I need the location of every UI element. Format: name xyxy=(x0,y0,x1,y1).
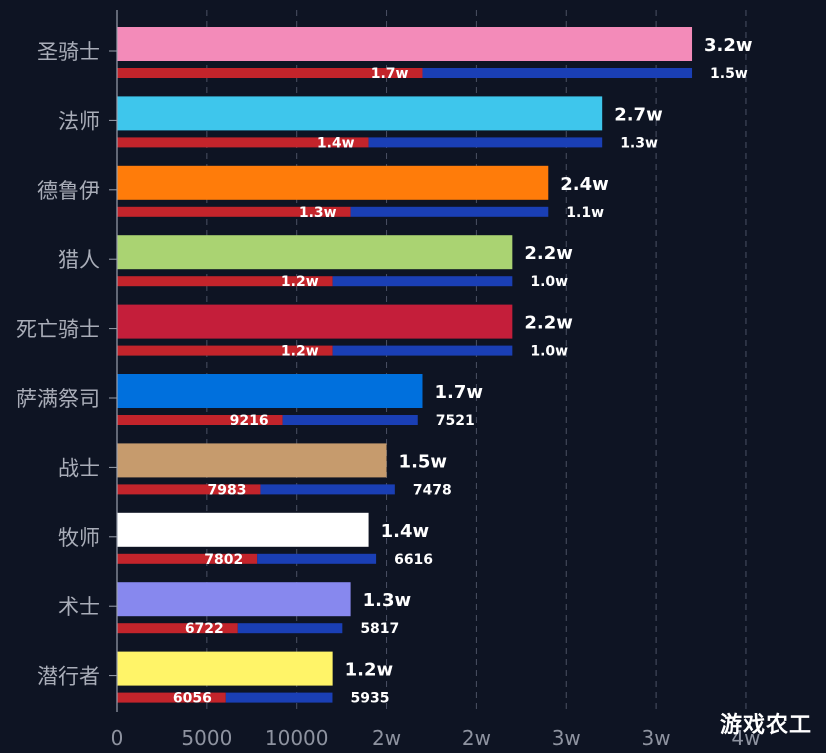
series-1-bar xyxy=(117,484,261,495)
series-1-label: 6056 xyxy=(173,691,212,707)
category-label: 死亡骑士 xyxy=(16,318,100,342)
series-2-bar xyxy=(422,68,693,78)
series-2-bar xyxy=(368,137,603,148)
series-1-bar xyxy=(117,276,333,287)
x-tick-label: 3w xyxy=(552,726,581,750)
series-1-label: 1.3w xyxy=(299,205,337,221)
x-tick-label: 2w xyxy=(372,726,401,750)
category-label: 猎人 xyxy=(58,248,100,272)
series-1-bar xyxy=(117,415,283,425)
series-1-bar xyxy=(117,345,333,356)
category-label: 德鲁伊 xyxy=(37,179,100,203)
series-1-bar xyxy=(117,623,238,634)
total-value-label: 1.5w xyxy=(399,451,448,472)
total-bar xyxy=(117,165,549,200)
series-1-label: 1.4w xyxy=(317,135,355,151)
category-label: 牧师 xyxy=(58,526,100,550)
series-2-bar xyxy=(225,692,333,703)
total-bar xyxy=(117,512,369,547)
series-1-label: 6722 xyxy=(185,621,224,637)
x-tick-label: 2w xyxy=(462,726,491,750)
total-value-label: 2.7w xyxy=(614,104,663,125)
series-2-label: 1.5w xyxy=(710,66,748,82)
series-1-label: 1.7w xyxy=(371,66,409,82)
series-1-label: 7802 xyxy=(204,552,243,568)
series-2-label: 1.0w xyxy=(530,274,568,290)
series-2-label: 5817 xyxy=(360,621,399,637)
total-bar xyxy=(117,374,423,408)
series-1-label: 1.2w xyxy=(281,274,319,290)
total-value-label: 3.2w xyxy=(704,35,753,56)
x-tick-label: 10000 xyxy=(265,726,329,750)
series-1-label: 1.2w xyxy=(281,344,319,360)
series-1-bar xyxy=(117,68,423,78)
category-label: 圣骑士 xyxy=(37,40,100,64)
series-2-label: 7521 xyxy=(436,413,475,429)
bars xyxy=(117,27,693,703)
series-2-label: 6616 xyxy=(394,552,433,568)
series-1-label: 7983 xyxy=(207,482,246,498)
series-2-bar xyxy=(260,484,395,495)
axes xyxy=(109,10,118,712)
series-2-label: 1.1w xyxy=(566,205,604,221)
total-value-label: 2.2w xyxy=(524,313,573,334)
total-bar xyxy=(117,582,351,617)
series-1-bar xyxy=(117,553,258,564)
category-label: 萨满祭司 xyxy=(16,387,100,411)
series-2-bar xyxy=(257,553,377,564)
series-2-bar xyxy=(332,345,513,356)
series-2-label: 5935 xyxy=(350,691,389,707)
total-bar xyxy=(117,443,387,478)
total-value-label: 1.3w xyxy=(363,590,412,611)
total-value-label: 2.2w xyxy=(524,243,573,264)
series-2-bar xyxy=(332,276,513,287)
series-1-label: 9216 xyxy=(230,413,269,429)
total-bar xyxy=(117,651,333,686)
category-label: 潜行者 xyxy=(37,665,100,689)
x-tick-label: 5000 xyxy=(181,726,232,750)
series-2-bar xyxy=(237,623,343,634)
total-value-label: 1.4w xyxy=(381,521,430,542)
watermark-text: 游戏农工 xyxy=(719,713,812,738)
series-2-label: 1.3w xyxy=(620,135,658,151)
total-value-label: 2.4w xyxy=(560,174,609,195)
total-bar xyxy=(117,96,603,131)
x-tick-label: 3w xyxy=(642,726,671,750)
series-1-bar xyxy=(117,206,351,217)
x-tick-label: 4w xyxy=(731,726,760,750)
series-2-bar xyxy=(282,415,418,425)
x-tick-label: 0 xyxy=(111,726,124,750)
labels: 0 5000 10000 2w 2w 3w 3w 4w 圣骑士 3.2w 1.7w 1.5w 法师 2.7… xyxy=(16,35,760,750)
total-bar xyxy=(117,235,513,270)
category-label: 术士 xyxy=(58,595,100,619)
total-bar xyxy=(117,27,693,61)
total-bar xyxy=(117,304,513,339)
series-1-bar xyxy=(117,137,369,148)
category-label: 战士 xyxy=(58,456,100,480)
series-1-bar xyxy=(117,692,226,703)
series-2-label: 7478 xyxy=(413,482,452,498)
total-value-label: 1.2w xyxy=(345,660,394,681)
series-2-bar xyxy=(350,206,549,217)
series-2-label: 1.0w xyxy=(530,344,568,360)
total-value-label: 1.7w xyxy=(434,382,483,403)
category-label: 法师 xyxy=(58,109,100,133)
